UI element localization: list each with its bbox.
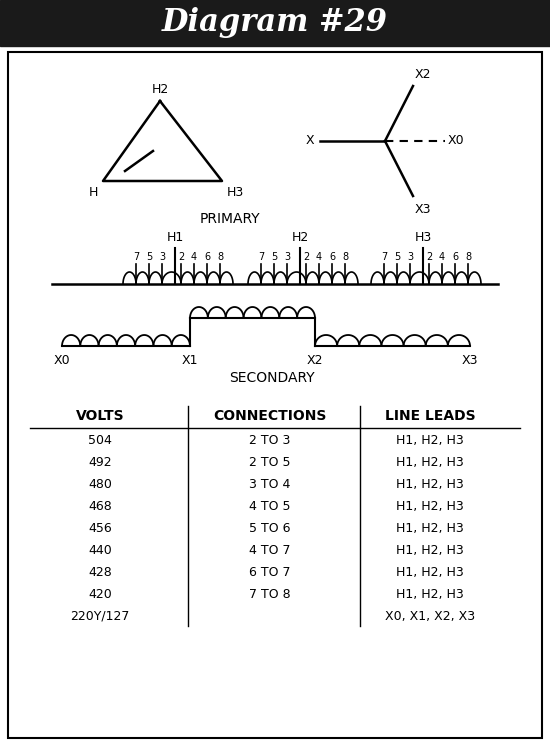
Text: H1, H2, H3: H1, H2, H3 [396,544,464,557]
Text: 6: 6 [204,252,210,262]
Text: 4 TO 5: 4 TO 5 [249,500,291,513]
Text: 7: 7 [381,252,387,262]
Text: 4: 4 [439,252,445,262]
Text: 4: 4 [316,252,322,262]
Text: X: X [306,134,314,148]
Text: H2: H2 [292,231,309,244]
Text: X3: X3 [462,354,478,367]
Text: 6: 6 [329,252,335,262]
Text: 2: 2 [303,252,309,262]
Text: 2: 2 [178,252,184,262]
Text: PRIMARY: PRIMARY [200,212,260,226]
Text: 440: 440 [88,544,112,557]
Text: 480: 480 [88,477,112,491]
Text: 8: 8 [217,252,223,262]
Text: X0, X1, X2, X3: X0, X1, X2, X3 [385,609,475,623]
Text: 468: 468 [88,500,112,513]
Text: H2: H2 [151,83,169,96]
Text: 8: 8 [342,252,348,262]
Text: H1, H2, H3: H1, H2, H3 [396,477,464,491]
Text: X2: X2 [415,68,432,81]
Text: 4: 4 [191,252,197,262]
Text: 7: 7 [258,252,264,262]
Text: H3: H3 [414,231,432,244]
Text: X0: X0 [54,354,70,367]
Text: 2 TO 3: 2 TO 3 [249,433,291,447]
Text: 220Y/127: 220Y/127 [70,609,130,623]
Text: 6: 6 [452,252,458,262]
Text: X1: X1 [182,354,198,367]
Text: 5: 5 [146,252,152,262]
Text: H1, H2, H3: H1, H2, H3 [396,500,464,513]
Text: 7 TO 8: 7 TO 8 [249,588,291,601]
Text: H3: H3 [227,186,244,199]
Text: SECONDARY: SECONDARY [229,371,315,385]
Bar [0,0,550,46]
Text: 2 TO 5: 2 TO 5 [249,456,291,468]
Text: X0: X0 [448,134,465,148]
Text: 5: 5 [394,252,400,262]
Text: 4 TO 7: 4 TO 7 [249,544,291,557]
Text: H1, H2, H3: H1, H2, H3 [396,588,464,601]
Text: VOLTS: VOLTS [76,409,124,423]
Text: 7: 7 [133,252,139,262]
Text: 6 TO 7: 6 TO 7 [249,565,291,579]
Text: CONNECTIONS: CONNECTIONS [213,409,327,423]
Text: X2: X2 [307,354,323,367]
Text: H1, H2, H3: H1, H2, H3 [396,433,464,447]
Text: 420: 420 [88,588,112,601]
Text: H1: H1 [166,231,184,244]
Text: 3: 3 [159,252,165,262]
Text: 8: 8 [465,252,471,262]
Text: 3 TO 4: 3 TO 4 [249,477,291,491]
Text: 5: 5 [271,252,277,262]
Text: H1, H2, H3: H1, H2, H3 [396,565,464,579]
Text: H: H [89,186,98,199]
Text: 492: 492 [88,456,112,468]
Text: LINE LEADS: LINE LEADS [384,409,475,423]
Text: 3: 3 [284,252,290,262]
Text: 2: 2 [426,252,432,262]
Text: 3: 3 [407,252,413,262]
Text: 456: 456 [88,521,112,535]
Text: H1, H2, H3: H1, H2, H3 [396,456,464,468]
Text: 428: 428 [88,565,112,579]
Text: 5 TO 6: 5 TO 6 [249,521,291,535]
Text: X3: X3 [415,203,432,216]
Text: 504: 504 [88,433,112,447]
Text: H1, H2, H3: H1, H2, H3 [396,521,464,535]
Text: Diagram #29: Diagram #29 [162,7,388,39]
